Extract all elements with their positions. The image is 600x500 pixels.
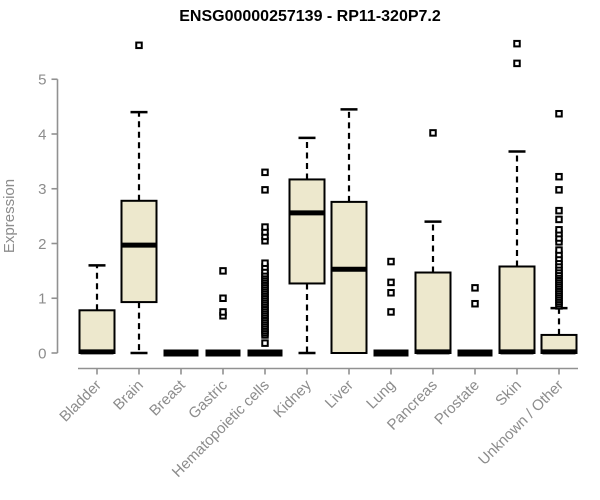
outlier-point bbox=[555, 172, 563, 181]
box-skin bbox=[498, 39, 536, 355]
y-tick-label: 4 bbox=[38, 126, 46, 143]
collapsed-box-bar bbox=[163, 349, 199, 357]
collapsed-box-bar bbox=[247, 349, 283, 357]
iqr-box bbox=[78, 309, 116, 355]
y-tick-label: 2 bbox=[38, 236, 46, 253]
outlier-point bbox=[555, 186, 563, 194]
outlier-point bbox=[555, 206, 563, 215]
y-tick-label: 1 bbox=[38, 291, 46, 308]
box-brain bbox=[120, 41, 158, 355]
box-pancreas bbox=[414, 129, 452, 355]
boxes-layer bbox=[78, 39, 578, 357]
outlier-point bbox=[261, 168, 269, 177]
outlier-point bbox=[555, 109, 563, 118]
collapsed-box-bar bbox=[457, 349, 493, 357]
x-tick-label-skin: Skin bbox=[492, 377, 525, 410]
box-bladder bbox=[78, 264, 116, 355]
outlier-point bbox=[513, 39, 521, 48]
outlier-point bbox=[513, 59, 521, 68]
outlier-point bbox=[261, 259, 269, 267]
outlier-point bbox=[471, 284, 479, 292]
outlier-point bbox=[219, 267, 227, 275]
outlier-point bbox=[555, 215, 563, 224]
iqr-box bbox=[414, 271, 452, 354]
iqr-box bbox=[330, 200, 368, 354]
x-tick-label-liver: Liver bbox=[322, 377, 357, 412]
collapsed-box-bar bbox=[373, 349, 409, 357]
box-unknown-other bbox=[540, 109, 578, 355]
y-tick-label: 5 bbox=[38, 72, 46, 89]
y-tick-label: 3 bbox=[38, 181, 46, 198]
box-breast bbox=[163, 349, 199, 357]
box-hematopoietic-cells bbox=[247, 168, 283, 357]
outlier-point bbox=[387, 308, 395, 316]
y-tick-label: 0 bbox=[38, 345, 46, 362]
outlier-point bbox=[387, 289, 395, 297]
box-gastric bbox=[205, 267, 241, 357]
x-tick-label-breast: Breast bbox=[146, 376, 189, 419]
iqr-box bbox=[288, 178, 326, 285]
box-liver bbox=[330, 108, 368, 354]
x-tick-label-lung: Lung bbox=[363, 377, 399, 413]
box-prostate bbox=[457, 284, 493, 357]
outlier-point bbox=[555, 246, 563, 254]
outlier-point bbox=[219, 294, 227, 302]
outlier-point bbox=[261, 339, 269, 347]
outlier-point bbox=[555, 226, 563, 234]
chart-title: ENSG00000257139 - RP11-320P7.2 bbox=[179, 8, 441, 25]
outlier-point bbox=[261, 223, 269, 231]
y-axis-title: Expression bbox=[1, 179, 18, 253]
box-kidney bbox=[288, 136, 326, 355]
outlier-point bbox=[219, 308, 227, 316]
iqr-box bbox=[120, 199, 158, 304]
outlier-point bbox=[261, 186, 269, 194]
outlier-point bbox=[429, 129, 437, 137]
collapsed-box-bar bbox=[205, 349, 241, 357]
box-lung bbox=[373, 257, 409, 357]
x-tick-label-bladder: Bladder bbox=[56, 377, 105, 426]
x-tick-label-kidney: Kidney bbox=[270, 376, 315, 421]
x-tick-label-prostate: Prostate bbox=[431, 377, 483, 429]
outlier-point bbox=[387, 278, 395, 287]
outlier-point bbox=[135, 41, 143, 50]
x-tick-label-brain: Brain bbox=[110, 377, 147, 414]
outlier-point bbox=[387, 257, 395, 266]
outlier-point bbox=[471, 299, 479, 308]
iqr-box bbox=[498, 265, 536, 354]
